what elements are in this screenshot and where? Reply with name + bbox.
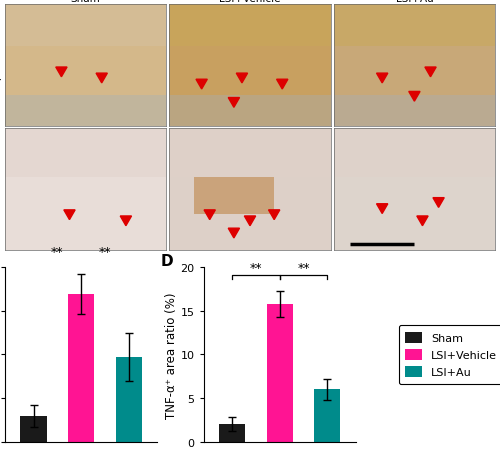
Polygon shape — [376, 204, 388, 214]
Bar — [194, 178, 274, 214]
Polygon shape — [268, 210, 280, 220]
Bar — [334, 5, 495, 47]
Text: **: ** — [250, 262, 262, 274]
Bar — [170, 96, 330, 126]
Polygon shape — [96, 74, 108, 84]
Bar — [20, 416, 46, 442]
Bar — [170, 129, 330, 178]
Polygon shape — [425, 68, 436, 78]
Polygon shape — [244, 216, 256, 226]
Bar — [5, 96, 166, 126]
Polygon shape — [276, 80, 288, 90]
Polygon shape — [433, 198, 444, 208]
Bar — [5, 5, 166, 47]
Text: p-P65: p-P65 — [0, 51, 1, 79]
Bar — [170, 5, 330, 47]
Text: TNF-α: TNF-α — [0, 175, 1, 204]
Legend: Sham, LSI+Vehicle, LSI+Au: Sham, LSI+Vehicle, LSI+Au — [398, 325, 500, 384]
Polygon shape — [228, 98, 239, 108]
Bar — [5, 129, 166, 178]
Polygon shape — [196, 80, 207, 90]
Title: Sham: Sham — [70, 0, 101, 4]
Title: LSI+Vehicle: LSI+Vehicle — [219, 0, 281, 4]
Polygon shape — [376, 74, 388, 84]
Polygon shape — [64, 210, 75, 220]
Polygon shape — [56, 68, 67, 78]
Text: D: D — [161, 253, 173, 268]
Bar — [219, 424, 246, 442]
Bar — [314, 390, 340, 442]
Bar — [334, 129, 495, 178]
Y-axis label: TNF-α⁺ area ratio (%): TNF-α⁺ area ratio (%) — [164, 292, 177, 418]
Polygon shape — [228, 229, 239, 239]
Bar — [334, 96, 495, 126]
Title: LSI+Au: LSI+Au — [396, 0, 434, 4]
Polygon shape — [409, 92, 420, 102]
Text: **: ** — [298, 262, 310, 274]
Text: **: ** — [98, 245, 111, 258]
Polygon shape — [417, 216, 428, 226]
Polygon shape — [120, 216, 132, 226]
Bar — [266, 304, 293, 442]
Bar — [68, 295, 94, 442]
Polygon shape — [204, 210, 216, 220]
Polygon shape — [236, 74, 248, 84]
Bar — [116, 357, 142, 442]
Text: **: ** — [51, 245, 64, 258]
